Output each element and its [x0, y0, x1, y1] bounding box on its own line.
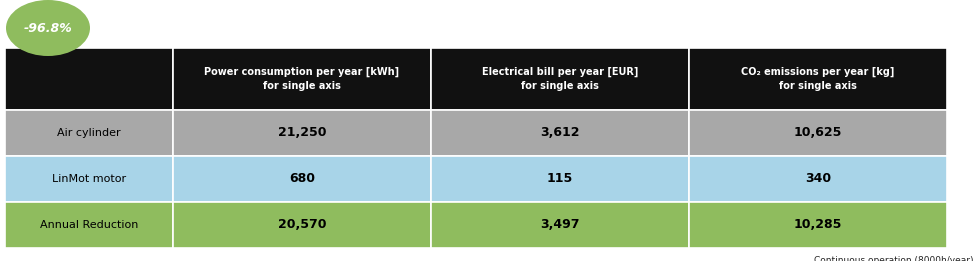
- Bar: [173, 156, 431, 202]
- Bar: [431, 48, 688, 110]
- Text: Power consumption per year [kWh]
for single axis: Power consumption per year [kWh] for sin…: [204, 67, 400, 91]
- Text: 115: 115: [546, 173, 573, 186]
- Bar: [431, 156, 688, 202]
- Bar: [431, 110, 688, 156]
- Text: 340: 340: [804, 173, 830, 186]
- Bar: [5, 202, 173, 248]
- Text: CO₂ emissions per year [kg]
for single axis: CO₂ emissions per year [kg] for single a…: [741, 67, 894, 91]
- Text: 20,570: 20,570: [277, 218, 326, 232]
- Text: 21,250: 21,250: [277, 127, 326, 139]
- Bar: [688, 110, 946, 156]
- Bar: [688, 48, 946, 110]
- Bar: [5, 48, 173, 110]
- Text: 10,285: 10,285: [793, 218, 841, 232]
- Text: Electrical bill per year [EUR]
for single axis: Electrical bill per year [EUR] for singl…: [482, 67, 638, 91]
- Bar: [5, 110, 173, 156]
- Ellipse shape: [6, 0, 90, 56]
- Bar: [173, 48, 431, 110]
- Text: Continuous operation (8000h/year): Continuous operation (8000h/year): [814, 256, 973, 261]
- Text: Annual Reduction: Annual Reduction: [40, 220, 138, 230]
- Bar: [5, 156, 173, 202]
- Text: -96.8%: -96.8%: [23, 21, 72, 34]
- Bar: [688, 202, 946, 248]
- Text: 680: 680: [289, 173, 315, 186]
- Text: LinMot motor: LinMot motor: [52, 174, 126, 184]
- Bar: [688, 156, 946, 202]
- Bar: [173, 110, 431, 156]
- Text: 3,497: 3,497: [539, 218, 579, 232]
- Text: 3,612: 3,612: [539, 127, 579, 139]
- Bar: [173, 202, 431, 248]
- Text: 10,625: 10,625: [793, 127, 841, 139]
- Bar: [431, 202, 688, 248]
- Text: Air cylinder: Air cylinder: [57, 128, 121, 138]
